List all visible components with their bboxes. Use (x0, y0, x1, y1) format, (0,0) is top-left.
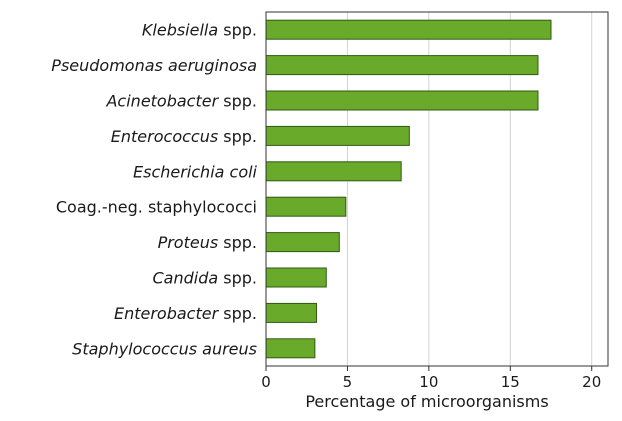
category-label-part: Enterobacter (114, 304, 220, 323)
x-axis-title: Percentage of microorganisms (305, 392, 548, 411)
bar (265, 338, 316, 359)
bar (265, 125, 410, 146)
bars (265, 19, 552, 359)
category-label: Acinetobacter spp. (105, 92, 257, 111)
category-label-part: spp. (218, 304, 257, 323)
category-label-part: Coag.-neg. staphylococci (56, 198, 257, 217)
category-label-part: spp. (218, 269, 257, 288)
category-label: Klebsiella spp. (142, 21, 257, 40)
x-tick-label: 20 (582, 373, 601, 391)
bar (265, 19, 552, 40)
category-label-part: Enterococcus (111, 127, 218, 146)
x-tick-label: 15 (501, 373, 520, 391)
category-label-part: Staphylococcus aureus (72, 339, 257, 358)
category-labels: Klebsiella spp. Pseudomonas aeruginosa Aci… (51, 21, 257, 359)
category-label-part: Klebsiella (142, 21, 218, 40)
x-tick-label: 5 (343, 373, 353, 391)
category-label-part: Candida (152, 269, 218, 288)
category-label: Escherichia coli (133, 162, 258, 181)
category-label-part: Escherichia coli (133, 162, 258, 181)
category-label: Enterobacter spp. (114, 304, 257, 323)
category-label: Pseudomonas aeruginosa (51, 56, 257, 75)
category-label-part: Proteus (158, 233, 219, 252)
bar (265, 161, 402, 182)
category-label-part: spp. (218, 21, 257, 40)
category-label-part: Acinetobacter (105, 92, 219, 111)
category-label-part: spp. (218, 233, 257, 252)
x-axis-ticks: 0 5 10 15 20 (261, 366, 601, 391)
category-label: Staphylococcus aureus (72, 339, 257, 358)
bar (265, 196, 347, 217)
category-label: Enterococcus spp. (111, 127, 257, 146)
bar (265, 302, 317, 323)
x-tick-label: 10 (419, 373, 438, 391)
category-label: Proteus spp. (158, 233, 257, 252)
category-label-part: spp. (218, 127, 257, 146)
category-label: Candida spp. (152, 269, 257, 288)
x-tick-label: 0 (261, 373, 271, 391)
plot-frame (265, 11, 609, 367)
category-label-part: Pseudomonas aeruginosa (51, 56, 257, 75)
category-label-part: spp. (218, 92, 257, 111)
bar (265, 267, 327, 288)
category-label: Coag.-neg. staphylococci (56, 198, 257, 217)
bar (265, 55, 539, 76)
bar (265, 232, 340, 253)
bar (265, 90, 539, 111)
